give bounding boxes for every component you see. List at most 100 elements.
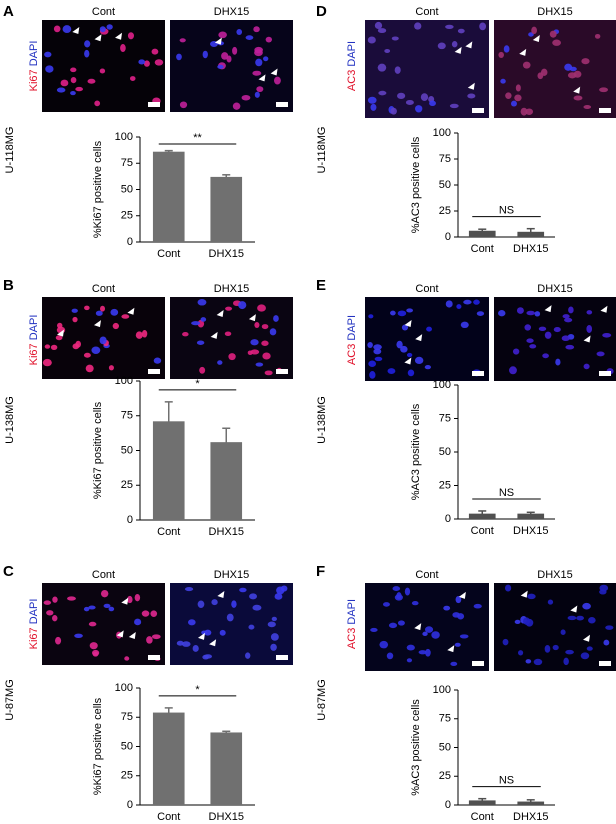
- cell-nucleus: [397, 620, 405, 626]
- cell-nucleus: [564, 63, 573, 71]
- cell-nucleus: [112, 322, 120, 330]
- cell-nucleus: [560, 629, 566, 635]
- arrowhead: [570, 605, 578, 613]
- arrowhead: [116, 630, 124, 638]
- cell-nucleus: [522, 61, 531, 69]
- cell-nucleus: [527, 593, 536, 600]
- arrowhead: [57, 329, 65, 337]
- cell-nucleus: [526, 310, 535, 316]
- y-tick-label: 50: [121, 740, 133, 752]
- cell-nucleus: [368, 314, 374, 319]
- cell-nucleus: [108, 606, 115, 612]
- cell-nucleus: [55, 636, 62, 645]
- stain-name: AC3: [346, 70, 358, 91]
- cell-nucleus: [394, 594, 403, 601]
- cell-nucleus: [236, 29, 243, 35]
- cell-nucleus: [176, 53, 182, 61]
- y-tick-label: 0: [127, 236, 133, 248]
- cell-nucleus: [476, 311, 485, 316]
- cell-nucleus: [498, 51, 504, 58]
- cell-nucleus: [52, 596, 58, 603]
- cell-nucleus: [250, 339, 259, 346]
- cell-nucleus: [202, 654, 210, 660]
- cell-nucleus: [459, 634, 469, 639]
- cell-nucleus: [74, 633, 83, 639]
- cell-nucleus: [425, 648, 431, 657]
- cell-nucleus: [247, 350, 253, 355]
- y-tick-label: 0: [127, 799, 133, 811]
- y-tick-label: 100: [115, 682, 133, 694]
- scale-bar: [472, 108, 484, 113]
- cell-nucleus: [394, 66, 401, 74]
- arrowhead: [600, 305, 608, 313]
- cell-nucleus: [384, 48, 391, 54]
- stain-label: Ki67 DAPI: [28, 599, 40, 650]
- cell-nucleus: [445, 24, 454, 29]
- cell-nucleus: [89, 642, 98, 650]
- y-tick-label: 50: [121, 183, 133, 195]
- cell-nucleus: [525, 108, 534, 115]
- cell-nucleus: [524, 324, 532, 331]
- scale-bar: [599, 661, 611, 666]
- cell-nucleus: [265, 36, 273, 43]
- cell-nucleus: [565, 649, 574, 655]
- cell-nucleus: [146, 636, 153, 644]
- arrowhead: [270, 68, 278, 76]
- cell-nucleus: [261, 340, 269, 346]
- cell-nucleus: [479, 22, 487, 31]
- arrowhead: [583, 634, 591, 642]
- arrowhead: [467, 82, 475, 90]
- scale-bar: [148, 102, 160, 107]
- x-tick-label: DHX15: [513, 525, 548, 537]
- significance-label: NS: [499, 487, 514, 499]
- cell-nucleus: [567, 615, 577, 621]
- image-label: DHX15: [214, 569, 249, 581]
- cell-nucleus: [231, 600, 237, 608]
- x-tick-label: Cont: [471, 525, 494, 537]
- y-tick-label: 50: [439, 446, 451, 458]
- arrowhead: [454, 46, 462, 54]
- cell-nucleus: [467, 93, 476, 99]
- cell-nucleus: [92, 651, 99, 657]
- cell-nucleus: [239, 587, 247, 593]
- x-tick-label: DHX15: [513, 811, 548, 823]
- panel-letter: A: [3, 3, 14, 20]
- cell-nucleus: [84, 305, 90, 311]
- y-tick-label: 25: [439, 479, 451, 491]
- cell-nucleus: [192, 645, 199, 652]
- cell-nucleus: [252, 70, 262, 76]
- cell-nucleus: [263, 56, 269, 62]
- cell-nucleus: [252, 604, 262, 611]
- cell-nucleus: [405, 99, 414, 105]
- y-tick-label: 0: [445, 513, 451, 525]
- cell-nucleus: [134, 618, 142, 626]
- cell-nucleus: [599, 589, 607, 595]
- cell-nucleus: [153, 357, 162, 364]
- cell-nucleus: [67, 596, 76, 601]
- image-label: DHX15: [537, 283, 572, 295]
- cell-nucleus: [594, 33, 601, 39]
- cell-nucleus: [202, 50, 208, 59]
- cell-nucleus: [367, 36, 376, 44]
- counterstain-name: DAPI: [346, 41, 358, 67]
- cell-nucleus: [211, 599, 218, 606]
- cell-nucleus: [552, 39, 561, 46]
- cell-nucleus: [580, 652, 590, 660]
- cell-nucleus: [261, 324, 269, 330]
- cell-nucleus: [191, 321, 201, 326]
- y-tick-label: 75: [439, 153, 451, 165]
- cell-nucleus: [509, 366, 517, 375]
- cell-nucleus: [526, 338, 534, 343]
- cell-line-label: U-87MG: [4, 679, 16, 721]
- cell-nucleus: [553, 327, 561, 333]
- scale-bar: [276, 102, 288, 107]
- arrowhead: [115, 32, 123, 40]
- cell-nucleus: [374, 21, 383, 29]
- bar: [152, 712, 185, 805]
- arrowhead: [404, 320, 412, 328]
- bar: [152, 151, 185, 242]
- cell-nucleus: [255, 362, 264, 367]
- cell-nucleus: [503, 45, 510, 53]
- cell-nucleus: [121, 314, 130, 319]
- micrograph: [494, 583, 616, 671]
